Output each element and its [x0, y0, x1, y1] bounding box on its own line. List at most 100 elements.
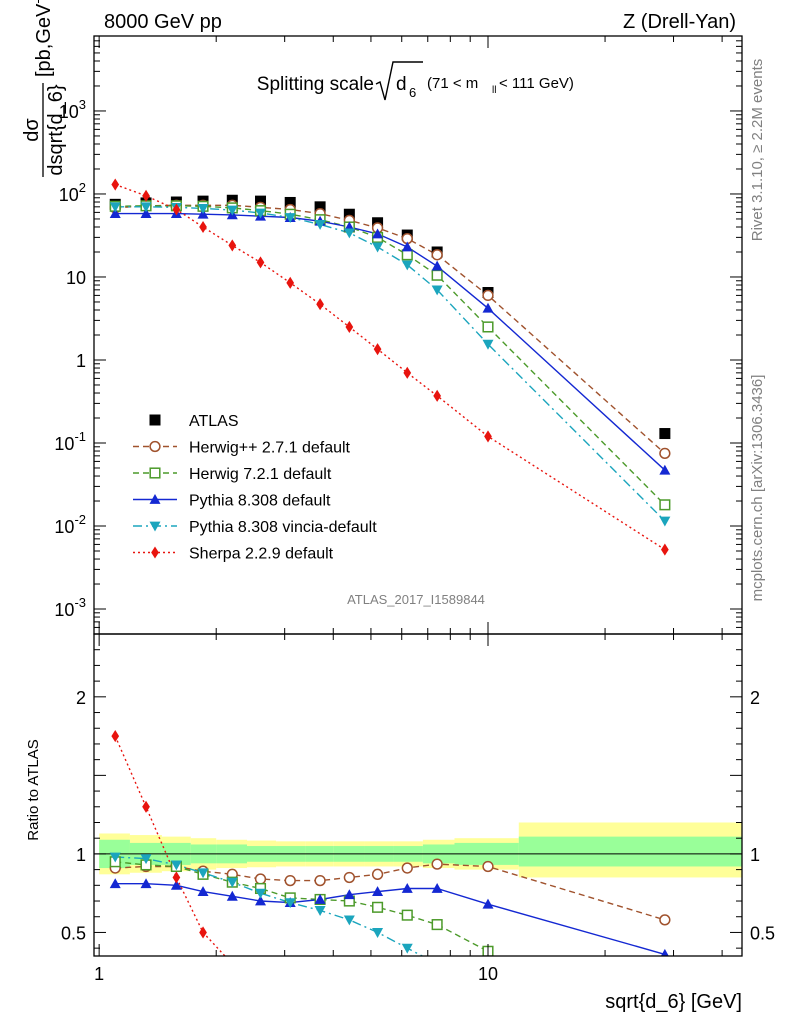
ratio-point-pythia-8-308-vincia-default — [314, 906, 326, 916]
ratio-point-pythia-8-308-vincia-default — [343, 915, 355, 926]
tick-label-base: 10 — [66, 268, 86, 288]
y-label-denominator: dsqrt{d_6} — [45, 84, 67, 176]
main-point-sherpa-2-2-9-default — [661, 543, 669, 556]
mass-range-prefix: (71 < m — [427, 75, 478, 92]
legend-label-herwig-7-2-1-default: Herwig 7.2.1 default — [189, 466, 332, 483]
ratio-line-pythia-8-308-vincia-default — [115, 856, 424, 956]
ratio-line-herwig-7-2-1-default — [115, 861, 489, 952]
ratio-point-sherpa-2-2-9-default — [228, 958, 236, 970]
ratio-point-herwig-7-2-1-default — [372, 901, 384, 913]
tick-label-exponent: 2 — [79, 180, 86, 195]
ratio-point-sherpa-2-2-9-default — [199, 926, 207, 939]
legend-label-atlas: ATLAS — [189, 413, 239, 430]
main-point-herwig-7-2-1-default — [659, 499, 671, 511]
main-point-pythia-8-308-vincia-default — [255, 208, 267, 219]
ratio-point-pythia-8-308-default — [431, 882, 443, 893]
main-point-herwig-2-7-1-default — [431, 249, 443, 261]
ratio-point-pythia-8-308-default — [170, 879, 182, 890]
legend-label-pythia-8-308-default: Pythia 8.308 default — [189, 493, 331, 510]
ratio-point-pythia-8-308-vincia-default — [226, 877, 238, 888]
ratio-line-pythia-8-308-default — [115, 883, 666, 956]
main-point-herwig-2-7-1-default — [482, 289, 494, 302]
main-point-pythia-8-308-vincia-default — [659, 516, 671, 527]
ratio-point-pythia-8-308-default — [314, 893, 326, 904]
ratio-point-herwig-2-7-1-default — [284, 874, 296, 887]
main-line-herwig-7-2-1-default — [115, 205, 666, 506]
main-point-sherpa-2-2-9-default — [111, 178, 120, 191]
tick-label-base: 10 — [59, 102, 79, 122]
ratio-point-herwig-7-2-1-default — [431, 919, 443, 931]
tick-label-base: 10 — [54, 434, 74, 454]
main-point-herwig-2-7-1-default — [659, 447, 671, 460]
tick-label-base: 1 — [76, 351, 86, 371]
ratio-point-pythia-8-308-default — [226, 890, 238, 901]
main-y-tick-label: 10-1 — [54, 429, 86, 454]
main-point-sherpa-2-2-9-default — [345, 320, 354, 334]
ratio-point-pythia-8-308-default — [255, 895, 267, 906]
ratio-y-tick-label-right: 0.5 — [750, 923, 775, 943]
main-point-sherpa-2-2-9-default — [228, 239, 237, 252]
ratio-point-pythia-8-308-default — [140, 878, 152, 889]
ratio-point-pythia-8-308-vincia-default — [255, 888, 267, 899]
main-point-atlas — [255, 195, 267, 207]
ratio-point-herwig-2-7-1-default — [371, 868, 384, 880]
main-point-herwig-7-2-1-default — [401, 249, 413, 261]
ratio-point-pythia-8-308-vincia-default — [197, 868, 209, 879]
ratio-point-pythia-8-308-default — [343, 889, 355, 900]
main-point-sherpa-2-2-9-default — [142, 189, 150, 202]
ratio-y-tick-label-right: 2 — [750, 688, 760, 708]
main-series-markers — [109, 178, 671, 556]
axis-ticks — [94, 35, 742, 956]
main-point-sherpa-2-2-9-default — [484, 430, 492, 443]
tick-label-base: 10 — [54, 600, 74, 620]
ratio-point-pythia-8-308-default — [109, 878, 121, 889]
legend-marker-sherpa-2-2-9-default — [151, 546, 159, 559]
main-y-axis-label: dσ dsqrt{d_6} [pb,GeV-1] — [21, 0, 67, 177]
ratio-point-herwig-7-2-1-default — [401, 909, 413, 921]
main-point-pythia-8-308-vincia-default — [226, 205, 238, 216]
ratio-point-pythia-8-308-vincia-default — [284, 898, 296, 909]
tick-label-exponent: 3 — [79, 97, 86, 112]
ratio-point-herwig-2-7-1-default — [254, 873, 267, 885]
main-point-pythia-8-308-default — [401, 241, 413, 252]
ratio-point-pythia-8-308-vincia-default — [401, 943, 413, 954]
main-point-sherpa-2-2-9-default — [433, 389, 441, 402]
main-point-sherpa-2-2-9-default — [286, 276, 295, 289]
ratio-point-herwig-2-7-1-default — [659, 914, 671, 926]
main-line-sherpa-2-2-9-default — [114, 183, 666, 551]
main-point-atlas — [284, 196, 296, 208]
legend-label-pythia-8-308-vincia-default: Pythia 8.308 vincia-default — [189, 519, 377, 536]
legend-marker-herwig-2-7-1-default — [149, 440, 161, 453]
x-axis-label: sqrt{d_6} [GeV] — [605, 991, 742, 1013]
main-point-pythia-8-308-default — [109, 208, 121, 219]
sqrt-argument: d — [396, 74, 407, 95]
legend-marker-pythia-8-308-vincia-default — [149, 521, 161, 532]
legend-label-sherpa-2-2-9-default: Sherpa 2.2.9 default — [189, 546, 334, 563]
main-y-tick-label: 10-3 — [54, 595, 86, 620]
main-point-atlas — [314, 201, 326, 213]
ratio-point-pythia-8-308-default — [401, 882, 413, 893]
ratio-point-herwig-2-7-1-default — [431, 858, 443, 870]
main-y-tick-label: 1 — [76, 351, 86, 371]
main-point-pythia-8-308-default — [659, 464, 671, 475]
ratio-y-tick-label-left: 1 — [76, 845, 86, 865]
ratio-point-herwig-2-7-1-default — [401, 862, 413, 874]
main-point-sherpa-2-2-9-default — [403, 366, 412, 379]
main-y-tick-label: 10 — [66, 268, 86, 288]
ratio-point-herwig-2-7-1-default — [314, 874, 326, 887]
ratio-point-pythia-8-308-default — [372, 886, 384, 896]
ratio-point-pythia-8-308-vincia-default — [109, 852, 121, 863]
legend-marker-herwig-7-2-1-default — [149, 467, 161, 479]
ratio-inner-band-bin — [518, 836, 742, 867]
main-point-pythia-8-308-default — [482, 302, 494, 313]
y-label-unit-superscript: -1 — [30, 0, 45, 4]
x-tick-label: 10 — [478, 964, 498, 984]
ratio-line-sherpa-2-2-9-default — [114, 735, 226, 956]
ratio-point-pythia-8-308-vincia-default — [372, 928, 384, 938]
main-point-pythia-8-308-vincia-default — [314, 219, 326, 230]
mass-range-suffix: < 111 GeV) — [499, 75, 574, 92]
ratio-point-pythia-8-308-default — [660, 948, 669, 956]
ratio-point-pythia-8-308-default — [482, 898, 494, 909]
main-point-pythia-8-308-vincia-default — [140, 202, 152, 213]
ratio-panel-frame — [93, 633, 743, 957]
